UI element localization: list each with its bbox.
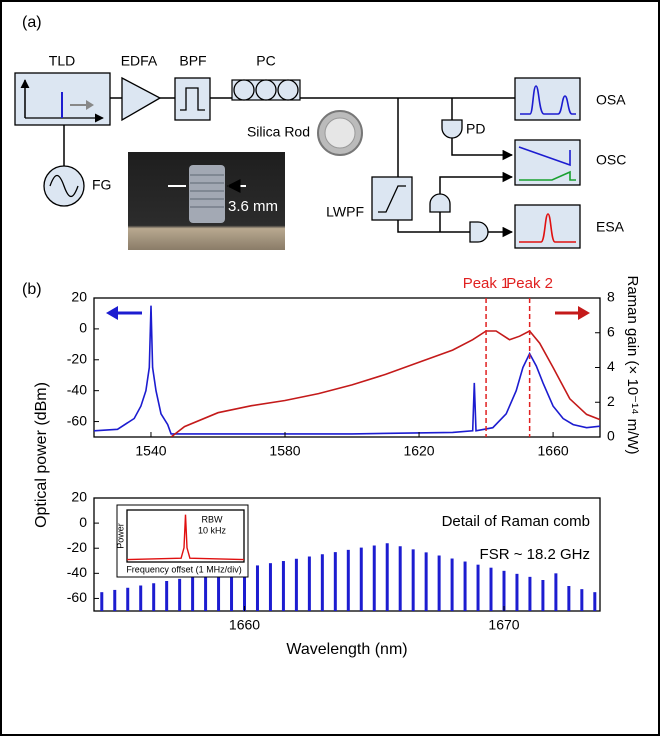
label: BPF <box>179 53 206 69</box>
label: PD <box>466 121 485 137</box>
label: LWPF <box>326 204 364 220</box>
y-tick-label: 20 <box>71 289 87 305</box>
peak-label: Peak 1 <box>463 275 510 292</box>
x-tick-label: 1580 <box>269 443 300 459</box>
x-tick-label: 1660 <box>538 443 569 459</box>
annotation: Detail of Raman comb <box>442 513 590 530</box>
photo-rod <box>189 165 225 223</box>
y2-tick-label: 8 <box>607 289 615 305</box>
y-tick-label: -40 <box>67 381 87 397</box>
label: PC <box>256 53 275 69</box>
pc-loop <box>278 80 298 100</box>
x-tick-label: 1660 <box>229 617 260 633</box>
pc-loop <box>256 80 276 100</box>
y-tick-label: 0 <box>79 514 87 530</box>
silica-rod-inner <box>325 118 355 148</box>
label: EDFA <box>121 53 158 69</box>
y-tick-label: 20 <box>71 489 87 505</box>
photodetector <box>442 120 462 138</box>
label: Silica Rod <box>247 124 310 140</box>
label: OSA <box>596 92 626 108</box>
inset-y-label: Power <box>115 523 125 549</box>
figure: (a) (b) TLD EDFA BPF PC Silica Rod LWPF … <box>0 0 660 736</box>
y-tick-label: 0 <box>79 320 87 336</box>
photodetector <box>470 222 488 242</box>
y-tick-label: -60 <box>67 589 87 605</box>
bpf-box <box>175 78 210 120</box>
y-tick-label: -20 <box>67 539 87 555</box>
scale-label: 3.6 mm <box>228 198 278 215</box>
label: ESA <box>596 219 625 235</box>
panel-label: (b) <box>22 281 42 298</box>
label: OSC <box>596 152 626 168</box>
label: TLD <box>49 53 75 69</box>
peak-label: Peak 2 <box>506 275 553 292</box>
y2-axis-label: Raman gain (× 10⁻¹⁴ m/W) <box>624 276 641 455</box>
y2-tick-label: 4 <box>607 358 615 374</box>
x-tick-label: 1670 <box>488 617 519 633</box>
y-axis-label: Optical power (dBm) <box>33 382 50 528</box>
y2-tick-label: 6 <box>607 323 615 339</box>
label: FG <box>92 177 111 193</box>
annotation: FSR ~ 18.2 GHz <box>480 546 590 563</box>
y-tick-label: -40 <box>67 564 87 580</box>
x-axis-label: Wavelength (nm) <box>286 641 407 658</box>
panel-label: (a) <box>22 14 42 31</box>
x-tick-label: 1620 <box>403 443 434 459</box>
pc-loop <box>234 80 254 100</box>
inset-x-label: Frequency offset (1 MHz/div) <box>126 564 241 574</box>
y2-tick-label: 0 <box>607 428 615 444</box>
photodetector <box>430 194 450 212</box>
x-tick-label: 1540 <box>135 443 166 459</box>
y-tick-label: -20 <box>67 350 87 366</box>
y2-tick-label: 2 <box>607 393 615 409</box>
y-tick-label: -60 <box>67 412 87 428</box>
annotation: 10 kHz <box>198 525 227 535</box>
annotation: RBW <box>202 514 224 524</box>
